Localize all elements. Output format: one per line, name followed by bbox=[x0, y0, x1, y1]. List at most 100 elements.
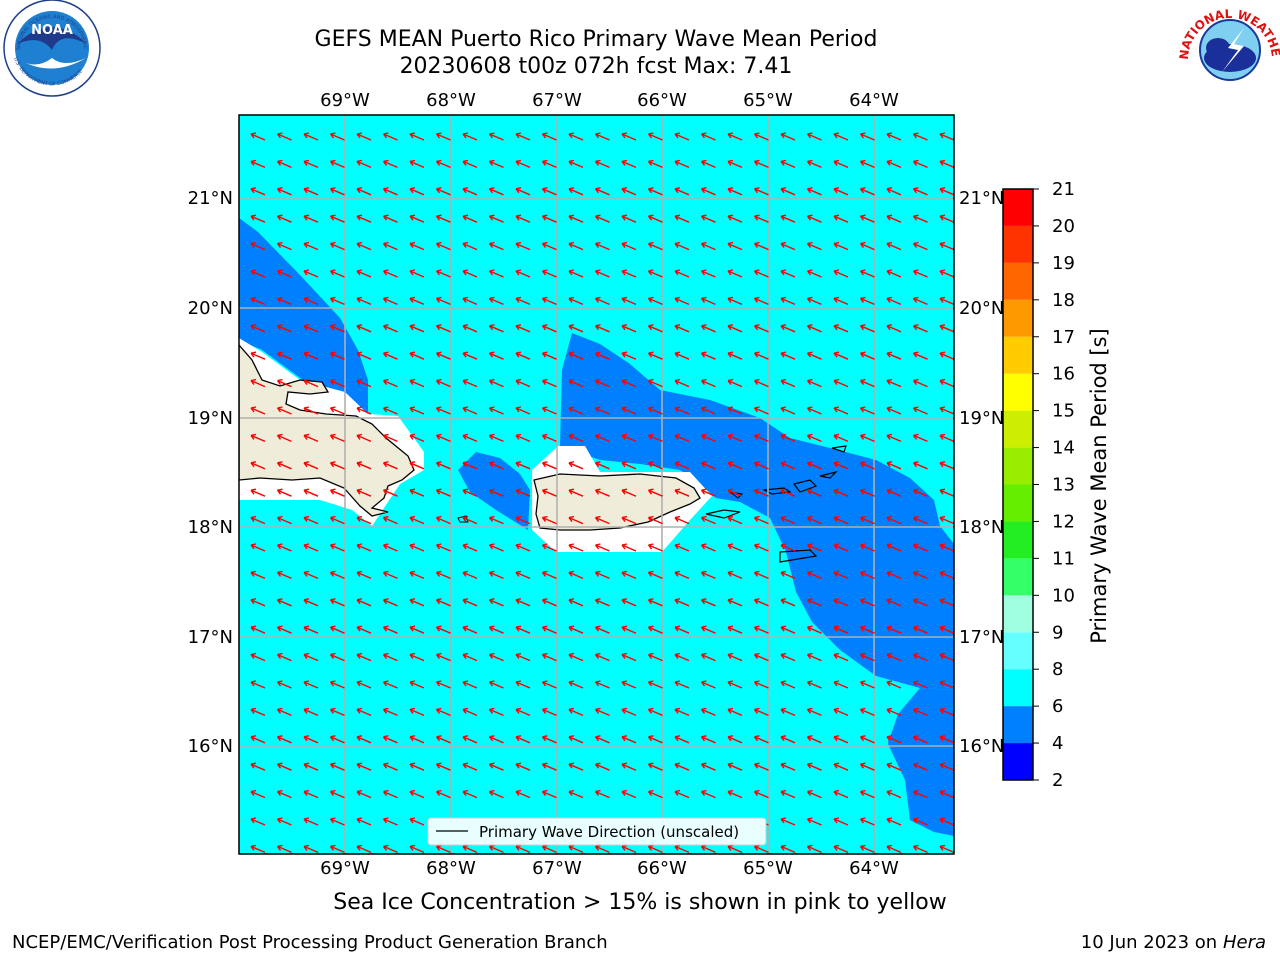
wave-arrow bbox=[647, 625, 663, 634]
wave-arrow bbox=[753, 789, 769, 799]
wave-arrow bbox=[250, 488, 266, 497]
wave-arrow bbox=[806, 762, 822, 771]
wave-arrow bbox=[435, 132, 451, 141]
wave-arrow bbox=[859, 598, 875, 607]
wave-arrow bbox=[594, 652, 610, 662]
nws-ring-text: NATIONAL WEATHER SERVICE bbox=[0, 0, 1280, 60]
puerto-rico-land bbox=[533, 473, 701, 531]
wave-arrow bbox=[568, 680, 584, 689]
wave-arrow bbox=[276, 406, 292, 415]
wave-arrow bbox=[303, 187, 319, 196]
wave-arrow bbox=[409, 378, 425, 388]
wave-arrow bbox=[806, 488, 822, 497]
wave-arrow bbox=[515, 269, 531, 278]
wave-arrow bbox=[621, 570, 637, 580]
wave-arrow bbox=[780, 406, 796, 415]
wave-arrow bbox=[250, 461, 266, 470]
wave-arrow bbox=[621, 735, 637, 744]
wave-arrow bbox=[382, 817, 398, 826]
wave-arrow bbox=[303, 296, 319, 306]
wave-arrow bbox=[303, 241, 319, 251]
wave-arrow bbox=[382, 735, 398, 744]
colorbar-tick-label: 2 bbox=[1052, 770, 1063, 791]
wave-arrow bbox=[727, 652, 743, 662]
wave-arrow bbox=[409, 570, 425, 580]
wave-arrow bbox=[833, 241, 849, 251]
wave-arrow bbox=[647, 488, 663, 497]
wave-arrow bbox=[250, 214, 266, 223]
wave-arrow bbox=[356, 735, 372, 744]
wave-arrow bbox=[276, 187, 292, 196]
wave-arrow bbox=[435, 187, 451, 196]
chart-title: GEFS MEAN Puerto Rico Primary Wave Mean … bbox=[314, 27, 878, 52]
wave-arrow bbox=[568, 132, 584, 141]
wave-arrow bbox=[488, 132, 504, 141]
wave-arrow bbox=[859, 159, 875, 169]
wave-arrow bbox=[647, 132, 663, 141]
wave-arrow bbox=[409, 269, 425, 278]
map-area bbox=[239, 115, 954, 854]
wave-arrow bbox=[674, 132, 690, 141]
wave-arrow bbox=[356, 241, 372, 251]
wave-arrow bbox=[859, 515, 875, 525]
wave-arrow bbox=[250, 515, 266, 525]
wave-arrow bbox=[939, 707, 954, 717]
wave-arrow bbox=[435, 214, 451, 223]
wave-arrow bbox=[859, 324, 875, 333]
wave-arrow bbox=[435, 598, 451, 607]
colorbar-segment bbox=[1003, 373, 1033, 411]
wave-arrow bbox=[621, 652, 637, 662]
wave-arrow bbox=[674, 406, 690, 415]
wave-arrow bbox=[780, 543, 796, 552]
wave-arrow bbox=[488, 296, 504, 306]
wave-arrow bbox=[859, 789, 875, 799]
wave-arrow bbox=[912, 241, 928, 251]
wave-arrow bbox=[488, 351, 504, 360]
wave-arrow bbox=[621, 324, 637, 333]
wave-arrow bbox=[939, 488, 954, 497]
wave-arrow bbox=[303, 406, 319, 415]
wave-arrow bbox=[488, 214, 504, 223]
colorbar-segment bbox=[1003, 336, 1033, 374]
wave-arrow bbox=[250, 707, 266, 717]
wave-arrow bbox=[753, 187, 769, 196]
legend-label: Primary Wave Direction (unscaled) bbox=[479, 823, 739, 841]
gridlines bbox=[239, 115, 954, 854]
wave-arrow bbox=[250, 324, 266, 333]
wave-arrow bbox=[462, 241, 478, 251]
wave-arrow bbox=[939, 652, 954, 662]
colorbar-tick-label: 17 bbox=[1052, 327, 1075, 348]
wave-arrow bbox=[833, 132, 849, 141]
noaa-logo-text: NOAA bbox=[31, 23, 73, 38]
wave-arrow bbox=[462, 406, 478, 415]
wave-arrow bbox=[541, 187, 557, 196]
wave-arrow bbox=[303, 735, 319, 744]
wave-arrow bbox=[594, 680, 610, 689]
wave-arrow bbox=[859, 625, 875, 634]
wave-arrow bbox=[409, 543, 425, 552]
colorbar-tick-label: 12 bbox=[1052, 511, 1075, 532]
wave-arrow bbox=[621, 515, 637, 525]
wave-arrow bbox=[515, 762, 531, 771]
wave-arrow bbox=[647, 735, 663, 744]
wave-arrow bbox=[912, 652, 928, 662]
wave-arrow bbox=[356, 625, 372, 634]
wave-arrow bbox=[409, 296, 425, 306]
wave-arrow bbox=[859, 543, 875, 552]
wave-arrow bbox=[939, 735, 954, 744]
wave-arrow bbox=[568, 461, 584, 470]
footer-branch: NCEP/EMC/Verification Post Processing Pr… bbox=[12, 932, 608, 953]
lon-bottom-label: 64°W bbox=[849, 858, 899, 879]
wave-arrow bbox=[780, 570, 796, 580]
wave-arrow bbox=[727, 132, 743, 141]
lon-bottom-label: 65°W bbox=[743, 858, 793, 879]
wave-arrow bbox=[356, 324, 372, 333]
wave-arrow bbox=[700, 324, 716, 333]
wave-arrow bbox=[780, 844, 796, 854]
wave-arrow bbox=[700, 241, 716, 251]
lon-bottom-label: 68°W bbox=[426, 858, 476, 879]
colorbar-tick-label: 15 bbox=[1052, 401, 1075, 422]
lat-right-label: 18°N bbox=[959, 517, 1004, 538]
wave-arrow bbox=[806, 817, 822, 826]
wave-arrow bbox=[806, 241, 822, 251]
